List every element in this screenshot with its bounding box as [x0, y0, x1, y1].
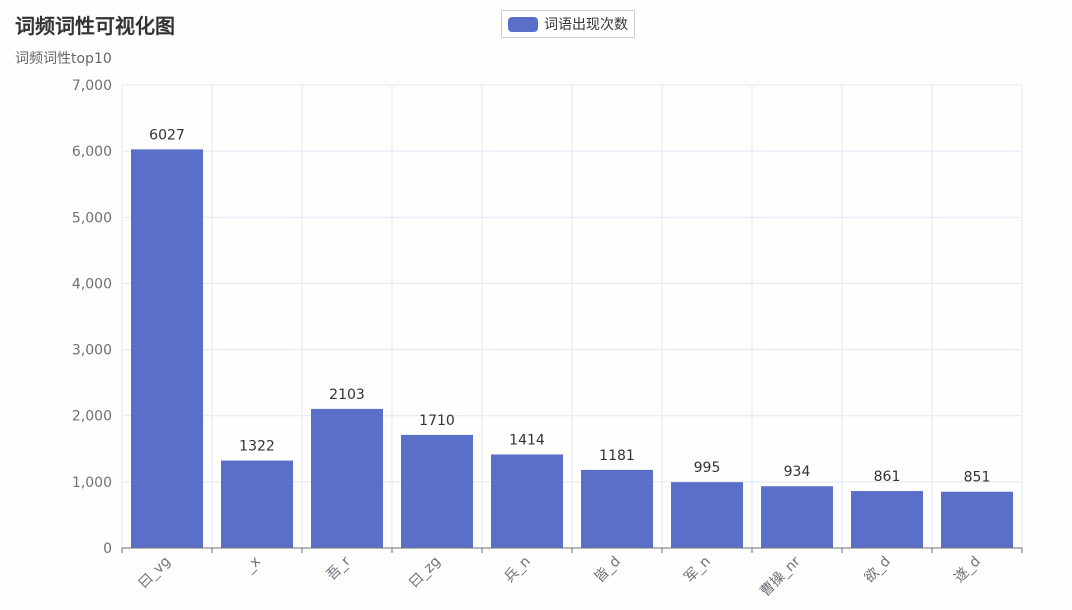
bar-value-label: 851: [964, 470, 991, 486]
bar: [401, 434, 473, 548]
x-tick-label: 皆_d: [591, 554, 623, 586]
bar-value-label: 1322: [239, 439, 275, 455]
y-tick-label: 1,000: [72, 475, 112, 491]
y-tick-label: 0: [103, 541, 112, 557]
x-tick-label: 曹操_nr: [757, 553, 804, 600]
y-tick-label: 2,000: [72, 409, 112, 425]
x-tick-label: 军_n: [681, 554, 713, 586]
bar-value-label: 1710: [419, 413, 455, 429]
legend-swatch: [508, 16, 538, 32]
bar: [761, 486, 833, 548]
data-labels: 6027 1322 2103 1710 1414 1181 995 934 861 851: [149, 127, 990, 485]
bar: [851, 491, 923, 548]
bar-value-label: 1181: [599, 448, 635, 464]
bar-value-label: 6027: [149, 127, 185, 143]
bar-value-label: 1414: [509, 432, 545, 448]
y-tick-label: 6,000: [72, 144, 112, 160]
legend-label: 词语出现次数: [544, 17, 628, 33]
chart-title: 词频词性可视化图: [15, 14, 175, 38]
bar: [671, 482, 743, 548]
chart-legend[interactable]: 词语出现次数: [501, 10, 635, 38]
bar: [221, 460, 293, 548]
bars: [131, 149, 1013, 548]
bar: [941, 491, 1013, 548]
bar: [131, 149, 203, 548]
x-tick-label: 欲_d: [861, 554, 893, 586]
y-tick-label: 4,000: [72, 276, 112, 292]
bar-value-label: 2103: [329, 387, 365, 403]
y-tick-label: 5,000: [72, 210, 112, 226]
x-tick-label: _x: [241, 554, 264, 577]
bar: [311, 408, 383, 548]
x-tick-label: 吾_r: [324, 553, 354, 583]
bar-value-label: 934: [784, 464, 811, 480]
x-tick-label: 曰_zg: [406, 554, 444, 592]
bar-value-label: 995: [694, 460, 721, 476]
chart-subtitle: 词频词性top10: [15, 51, 112, 67]
bar: [491, 454, 563, 548]
y-tick-label: 7,000: [72, 78, 112, 94]
x-tick-label: 兵_n: [501, 554, 533, 586]
bar: [581, 469, 653, 548]
bar-value-label: 861: [874, 469, 901, 485]
y-tick-label: 3,000: [72, 343, 112, 359]
x-tick-label: 遂_d: [951, 554, 983, 586]
x-tick-label: 曰_vg: [136, 554, 174, 592]
